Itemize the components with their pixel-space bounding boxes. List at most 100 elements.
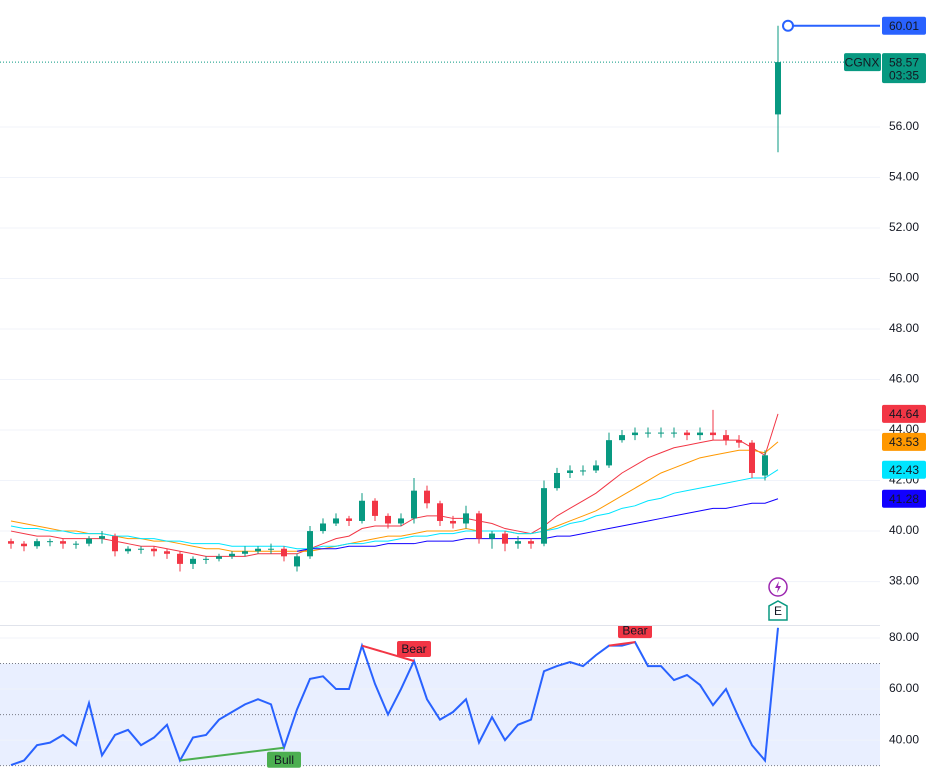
last-price-badge <box>882 53 926 84</box>
candle-body <box>723 435 729 441</box>
candle-body <box>8 541 14 544</box>
earnings-icon <box>768 600 788 621</box>
price-badge <box>882 489 926 508</box>
divergence-label: Bear <box>622 623 647 637</box>
divergence-label: Bull <box>274 753 294 767</box>
countdown: 03:35 <box>889 68 919 82</box>
divergence-badge <box>618 626 652 639</box>
y-tick-label: 50.00 <box>889 271 919 285</box>
price-pane: E <box>0 19 880 621</box>
y-tick-label: 52.00 <box>889 220 919 234</box>
candle-body <box>502 533 508 544</box>
candle-body <box>268 548 274 550</box>
price-badge <box>882 432 926 451</box>
candle-body <box>216 556 222 559</box>
candle-body <box>294 556 300 567</box>
ticker-badge <box>844 53 881 72</box>
candle-body <box>177 553 183 564</box>
candle-body <box>125 548 131 552</box>
divergence-badge <box>267 751 301 768</box>
divergence-badge <box>397 640 431 657</box>
candle-body <box>684 432 690 436</box>
divergence-line <box>608 641 636 647</box>
rsi-band <box>0 663 880 766</box>
candle-body <box>229 553 235 557</box>
candle-body <box>21 543 27 547</box>
y-tick-label: 60.00 <box>889 681 919 695</box>
divergence-label: Bear <box>401 642 426 656</box>
price-badge <box>882 16 926 35</box>
candle-body <box>385 515 391 524</box>
price-badge-label: 42.43 <box>889 463 919 477</box>
candle-body <box>47 541 53 543</box>
candle-body <box>190 558 196 564</box>
candle-body <box>658 432 664 434</box>
candle-body <box>112 536 118 552</box>
candle-body <box>450 520 456 524</box>
candle-body <box>359 500 365 521</box>
earnings-label: E <box>774 604 782 618</box>
candle-body <box>580 470 586 472</box>
price-badge-label: 41.28 <box>889 492 919 506</box>
price-badge-label: 60.01 <box>889 19 919 33</box>
candle-body <box>333 518 339 524</box>
candle-body <box>203 558 209 560</box>
y-tick-label: 44.00 <box>889 422 919 436</box>
y-tick-label: 48.00 <box>889 321 919 335</box>
candle-body <box>60 541 66 544</box>
ticker-label: CGNX <box>845 55 880 69</box>
candle-body <box>320 523 326 532</box>
candle-body <box>606 440 612 466</box>
divergence-line <box>361 644 415 662</box>
candle-body <box>697 432 703 436</box>
candle-body <box>307 531 313 557</box>
moving-average <box>10 441 779 552</box>
y-tick-label: 80.00 <box>889 630 919 644</box>
candle-body <box>411 490 417 519</box>
candle-body <box>619 435 625 441</box>
candle-body <box>476 513 482 539</box>
moving-average <box>296 498 779 552</box>
candle-body <box>86 538 92 544</box>
candle-body <box>541 488 547 544</box>
divergence-line <box>179 746 285 762</box>
candle-body <box>749 442 755 473</box>
candle-body <box>762 455 768 476</box>
candle-body <box>671 432 677 434</box>
candle-body <box>593 465 599 471</box>
candle-body <box>398 518 404 524</box>
lightning <box>775 581 781 593</box>
candle-body <box>372 500 378 516</box>
y-tick-label: 40.00 <box>889 732 919 746</box>
candle-body <box>489 533 495 539</box>
candle-body <box>710 432 716 436</box>
candle-body <box>34 541 40 547</box>
candle-body <box>567 470 573 473</box>
rsi-pane: Bull Bear Bear <box>0 623 880 768</box>
y-tick-label: 46.00 <box>889 372 919 386</box>
high-level-handle <box>782 19 794 32</box>
price-badge-label: 44.64 <box>889 407 919 421</box>
y-tick-label: 54.00 <box>889 170 919 184</box>
candle-body <box>346 518 352 521</box>
price-axis: 38.0040.0042.0044.0046.0048.0050.0052.00… <box>844 16 926 746</box>
candle-body <box>242 551 248 554</box>
candle-body <box>645 432 651 434</box>
candle-body <box>255 548 261 552</box>
candle-body <box>138 548 144 550</box>
candle-body <box>554 472 560 489</box>
price-badge <box>882 404 926 423</box>
candle-body <box>164 551 170 554</box>
candle-body <box>515 541 521 544</box>
moving-average <box>10 413 779 557</box>
candle-body <box>73 543 79 545</box>
moving-average <box>10 469 779 550</box>
candle-body <box>151 548 157 552</box>
y-tick-label: 56.00 <box>889 119 919 133</box>
candle-body <box>736 440 742 443</box>
candle-body <box>463 513 469 524</box>
candle-body <box>424 490 430 504</box>
candle-body <box>632 432 638 436</box>
